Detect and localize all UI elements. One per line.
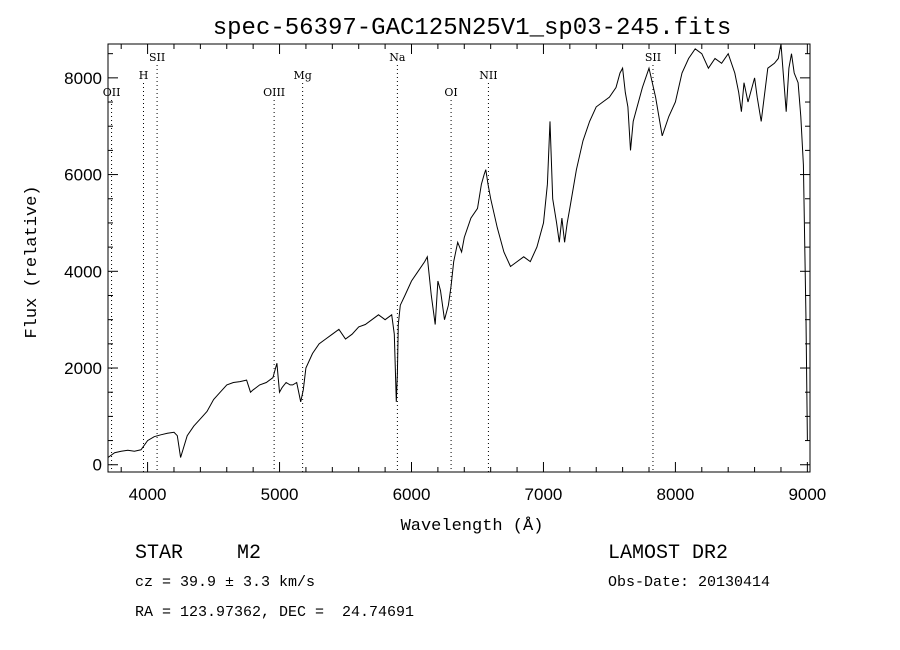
x-tick-label: 6000 xyxy=(393,485,431,504)
x-tick-label: 7000 xyxy=(525,485,563,504)
x-tick-label: 9000 xyxy=(788,485,826,504)
line-marker-label: H xyxy=(139,69,149,82)
chart-title: spec-56397-GAC125N25V1_sp03-245.fits xyxy=(213,15,731,42)
object-type: STAR xyxy=(135,542,184,565)
redshift-cz: cz = 39.9 ± 3.3 km/s xyxy=(135,574,316,591)
y-tick-label: 8000 xyxy=(64,69,102,88)
x-axis-label: Wavelength (Å) xyxy=(401,517,544,536)
spectrum-line xyxy=(107,43,808,458)
line-marker-label: Mg xyxy=(293,69,311,82)
line-marker-label: Na xyxy=(389,51,406,64)
y-axis-label: Flux (relative) xyxy=(23,185,42,338)
line-marker-label: NII xyxy=(479,69,497,82)
line-marker-label: SII xyxy=(645,51,661,64)
survey-name: LAMOST DR2 xyxy=(608,542,729,565)
x-tick-label: 8000 xyxy=(656,485,694,504)
x-tick-label: 4000 xyxy=(129,485,167,504)
line-marker-label: OIII xyxy=(263,86,285,99)
plot-frame xyxy=(107,43,811,473)
object-subclass: M2 xyxy=(237,542,262,565)
observation-date: Obs-Date: 20130414 xyxy=(608,574,771,591)
y-tick-label: 6000 xyxy=(64,166,102,185)
line-marker-label: OI xyxy=(444,86,457,99)
x-tick-label: 5000 xyxy=(261,485,299,504)
coordinates: RA = 123.97362, DEC = 24.74691 xyxy=(135,604,415,621)
line-marker-label: SII xyxy=(149,51,165,64)
y-tick-label: 0 xyxy=(93,456,102,475)
axis-ticks: 4000 5000 6000 7000 8000 9000 0 2000 4000 6000 800… xyxy=(64,44,826,504)
line-marker-label: OII xyxy=(103,86,121,99)
y-tick-label: 4000 xyxy=(64,262,102,281)
y-tick-label: 2000 xyxy=(64,359,102,378)
